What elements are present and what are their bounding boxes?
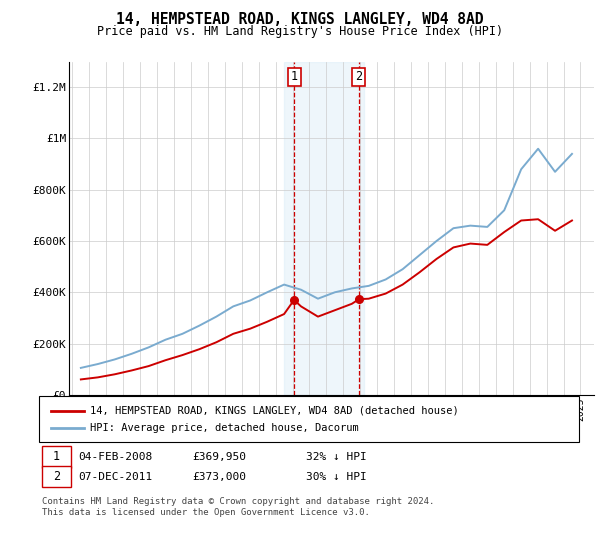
Text: 07-DEC-2011: 07-DEC-2011: [78, 472, 152, 482]
Text: £373,000: £373,000: [192, 472, 246, 482]
Text: 14, HEMPSTEAD ROAD, KINGS LANGLEY, WD4 8AD: 14, HEMPSTEAD ROAD, KINGS LANGLEY, WD4 8…: [116, 12, 484, 27]
Text: 1: 1: [53, 450, 60, 464]
Text: Price paid vs. HM Land Registry's House Price Index (HPI): Price paid vs. HM Land Registry's House …: [97, 25, 503, 38]
Text: £369,950: £369,950: [192, 452, 246, 462]
Text: 04-FEB-2008: 04-FEB-2008: [78, 452, 152, 462]
Text: Contains HM Land Registry data © Crown copyright and database right 2024.
This d: Contains HM Land Registry data © Crown c…: [42, 497, 434, 517]
Text: 2: 2: [355, 71, 362, 83]
Text: 2: 2: [53, 470, 60, 483]
Text: HPI: Average price, detached house, Dacorum: HPI: Average price, detached house, Daco…: [90, 423, 359, 433]
Bar: [284, 62, 364, 395]
Text: 30% ↓ HPI: 30% ↓ HPI: [306, 472, 367, 482]
Text: 1: 1: [290, 71, 298, 83]
Text: 32% ↓ HPI: 32% ↓ HPI: [306, 452, 367, 462]
Text: 14, HEMPSTEAD ROAD, KINGS LANGLEY, WD4 8AD (detached house): 14, HEMPSTEAD ROAD, KINGS LANGLEY, WD4 8…: [90, 405, 459, 416]
